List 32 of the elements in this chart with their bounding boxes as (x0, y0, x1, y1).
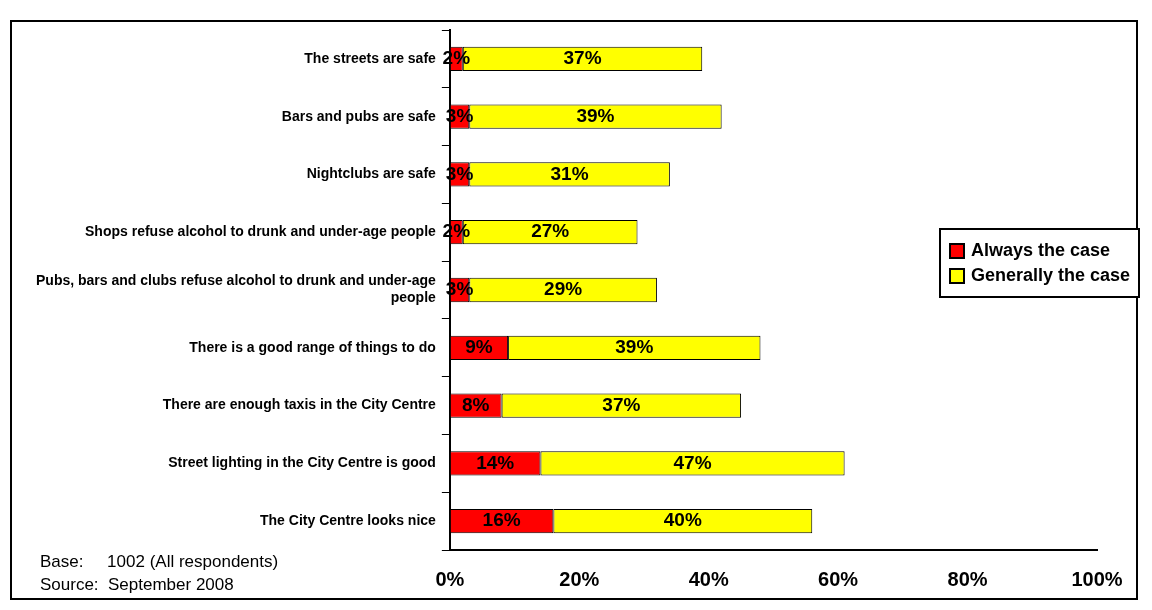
y-tick-label: The City Centre looks nice (260, 511, 437, 528)
data-label: 27% (531, 220, 570, 242)
data-label: 14% (476, 451, 515, 473)
x-tick-label: 80% (947, 567, 988, 590)
y-tick-label: There is a good range of things to do (189, 338, 436, 355)
data-label: 8% (462, 393, 490, 415)
y-tick-label: The streets are safe (304, 49, 437, 66)
y-tick-label: Shops refuse alcohol to drunk and under-age people (85, 223, 437, 240)
data-label: 47% (673, 451, 712, 473)
data-label: 40% (663, 509, 702, 531)
data-label: 39% (615, 336, 654, 358)
y-tick-label: Pubs, bars and clubs refuse alcohol to drunk and under-age people (35, 272, 437, 306)
data-label: 37% (602, 393, 641, 415)
text: Base: 1002 (All respondents) (40, 551, 279, 573)
data-label: 39% (576, 104, 615, 126)
y-tick-label: Bars and pubs are safe (281, 107, 437, 124)
y-tick-label: There are enough taxis in the City Centre (162, 396, 437, 413)
data-label: 31% (550, 162, 589, 184)
source-note: Source: September 2008 (40, 574, 235, 596)
data-label: 16% (482, 509, 521, 531)
y-tick-label: Nightclubs are safe (306, 165, 437, 182)
y-tick-label: Street lighting in the City Centre is good (168, 454, 436, 471)
x-tick-label: 60% (818, 567, 859, 590)
x-tick-label: 0% (435, 567, 465, 590)
legend-label: Generally the case (970, 265, 1130, 286)
x-tick-label: 40% (688, 567, 729, 590)
x-tick-label: 100% (1071, 567, 1123, 590)
data-label: 29% (544, 278, 583, 300)
data-label: 37% (563, 47, 602, 69)
x-tick-label: 20% (559, 567, 600, 590)
legend-label: Always the case (970, 240, 1110, 261)
data-label: 9% (465, 336, 493, 358)
